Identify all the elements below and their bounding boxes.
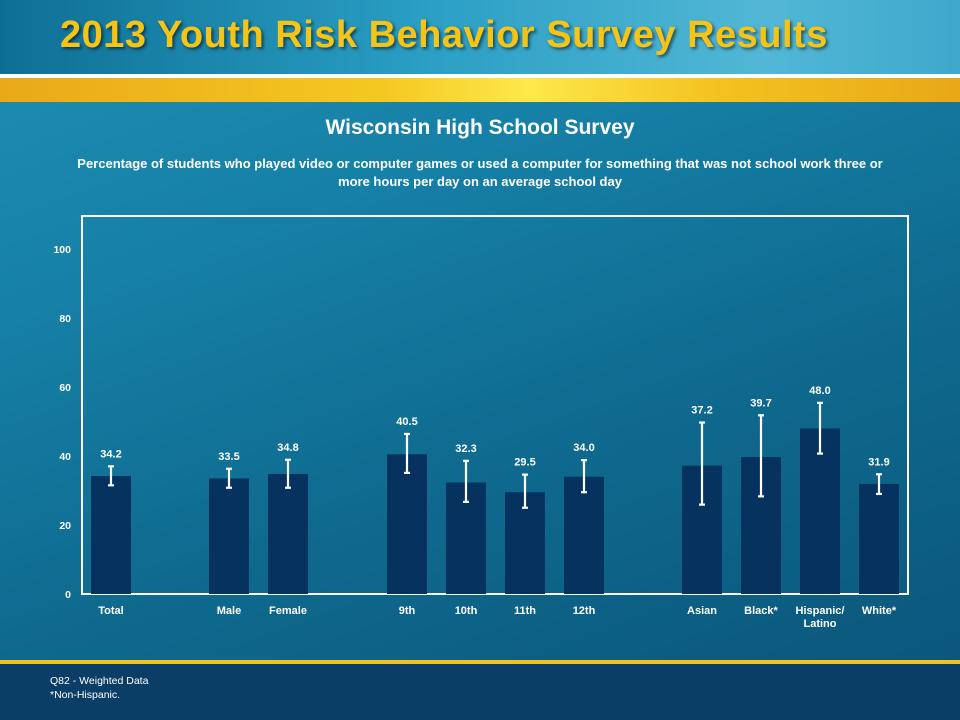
bar [800, 428, 840, 594]
x-tick-label: Hispanic/Latino [796, 605, 845, 630]
chart-subtitle: Percentage of students who played video … [77, 156, 883, 189]
data-label: 29.5 [514, 457, 535, 469]
footer-band [0, 664, 960, 720]
header-divider [0, 74, 960, 78]
footnote-data-source: Q82 - Weighted Data [50, 675, 149, 687]
data-label: 34.0 [573, 442, 594, 454]
data-label: 37.2 [691, 405, 712, 417]
plot-frame [81, 215, 909, 595]
x-tick-label: 12th [573, 605, 596, 617]
x-tick-label: Female [269, 605, 307, 617]
bar [859, 483, 899, 594]
y-tick-label: 20 [59, 520, 71, 532]
data-label: 31.9 [868, 456, 889, 468]
x-tick-label: Total [98, 605, 123, 617]
bar [91, 476, 131, 594]
page-title: 2013 Youth Risk Behavior Survey Results [60, 14, 828, 56]
bar [564, 476, 604, 594]
bar [268, 473, 308, 594]
x-tick-label: 11th [514, 605, 536, 617]
footer-divider [0, 660, 960, 664]
bar [505, 492, 545, 594]
bar [387, 454, 427, 594]
data-label: 48.0 [809, 385, 830, 397]
x-tick-label: 10th [455, 605, 478, 617]
data-label: 34.8 [277, 442, 298, 454]
data-label: 40.5 [396, 416, 417, 428]
data-label: 34.2 [100, 448, 121, 460]
bar [209, 478, 249, 594]
y-tick-label: 60 [59, 382, 71, 394]
data-label: 39.7 [750, 397, 771, 409]
x-tick-label: Male [217, 605, 241, 617]
data-label: 32.3 [455, 443, 476, 455]
y-tick-label: 0 [65, 589, 71, 601]
data-label: 33.5 [218, 451, 239, 463]
x-tick-label: Black* [744, 605, 778, 617]
y-tick-label: 100 [53, 244, 71, 256]
y-tick-label: 40 [59, 451, 71, 463]
y-tick-label: 80 [59, 313, 71, 325]
x-tick-label: 9th [399, 605, 416, 617]
header-band [0, 0, 960, 74]
x-tick-label: Asian [687, 605, 717, 617]
x-tick-label: White* [862, 605, 897, 617]
footnote-non-hispanic: *Non-Hispanic. [50, 689, 121, 701]
chart-title: Wisconsin High School Survey [325, 116, 635, 139]
gold-accent-band [0, 78, 960, 102]
